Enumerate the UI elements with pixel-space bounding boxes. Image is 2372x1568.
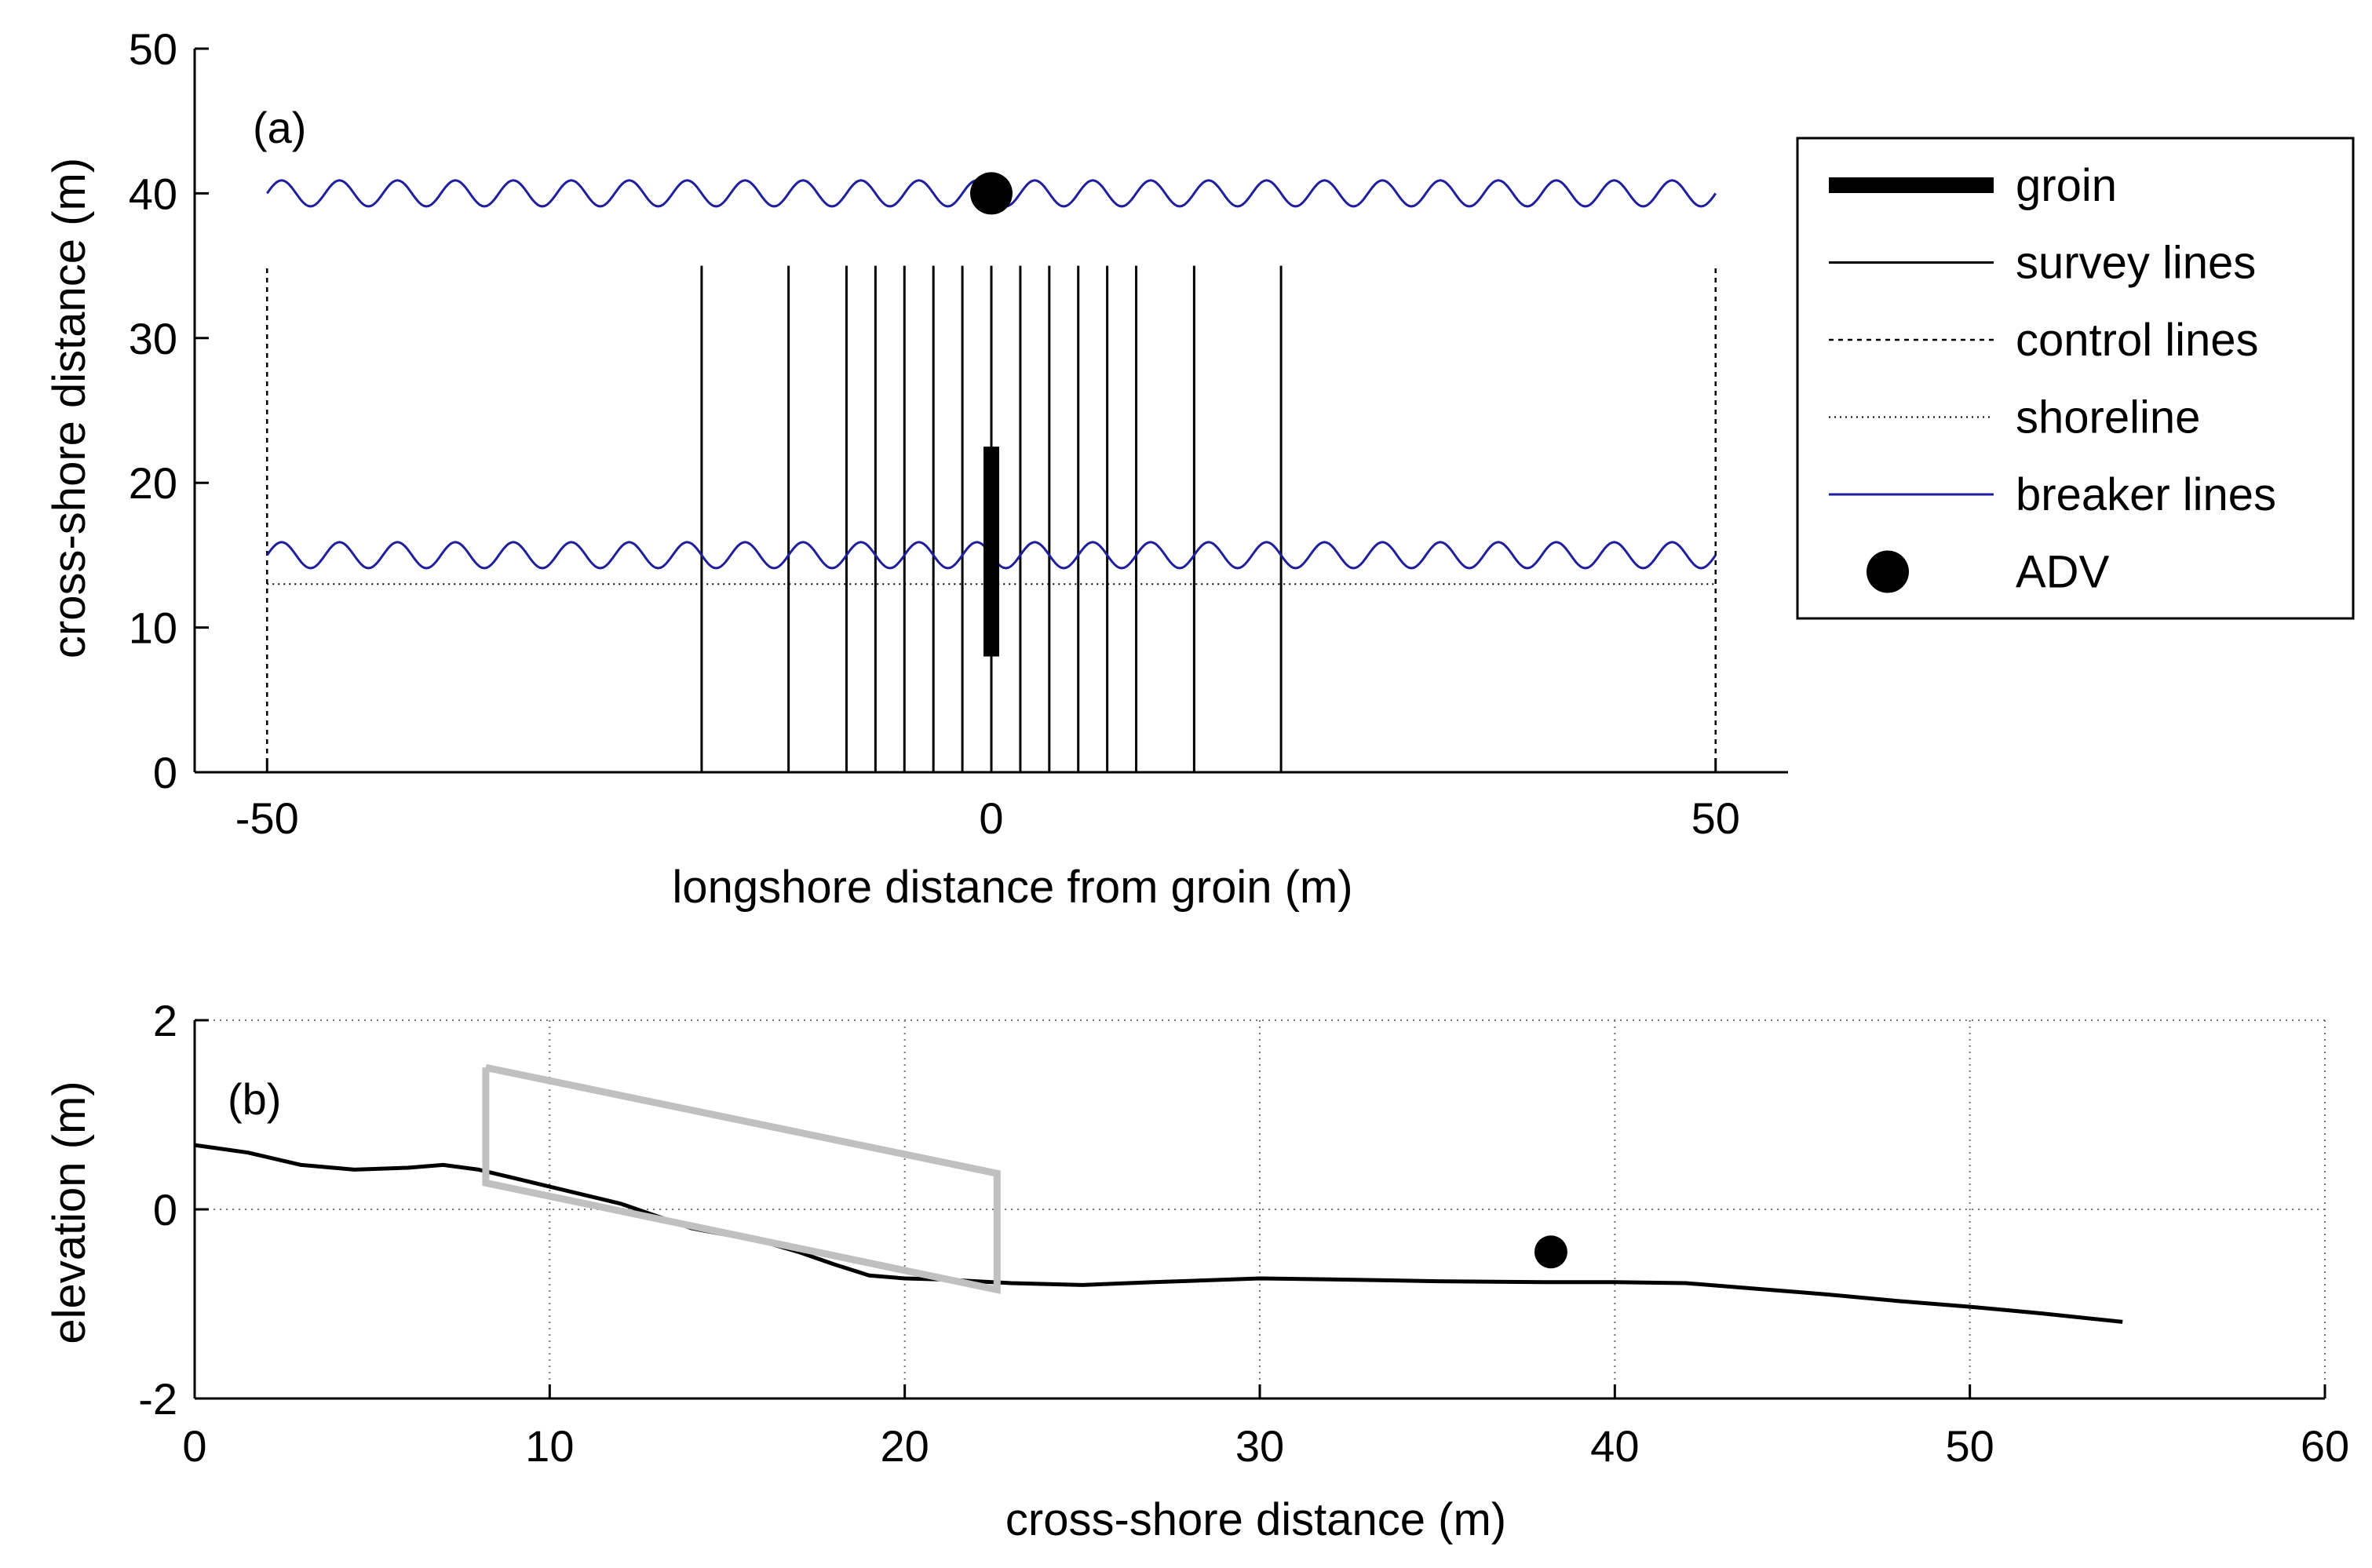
- panel-a-label: (a): [253, 103, 306, 152]
- panel-b-x-tick-label: 20: [881, 1421, 929, 1471]
- panel-a-y-axis-label: cross-shore distance (m): [44, 158, 95, 658]
- adv-marker: [1534, 1235, 1567, 1269]
- panel-a-y-tick-label: 40: [129, 169, 177, 218]
- panel-a: -50 0 50 0 10 20 30 40 50 (a) longshore distance…: [44, 24, 1788, 913]
- elevation-profile: [194, 1143, 2123, 1324]
- panel-b-y-tick-label: -2: [138, 1374, 177, 1424]
- panel-a-y-tick-label: 20: [129, 458, 177, 508]
- panel-b-ticks: 0 10 20 30 40 50 60-202: [138, 996, 2349, 1471]
- legend-items: groin survey lines control lines shoreline b…: [1829, 160, 2276, 598]
- legend: groin survey lines control lines shoreline b…: [1796, 137, 2355, 620]
- legend-box: [1796, 137, 2355, 620]
- panel-a-x-tick-label: 0: [979, 793, 1003, 843]
- panel-b-x-tick-label: 40: [1590, 1421, 1639, 1471]
- panel-b-x-axis-label: cross-shore distance (m): [1005, 1494, 1506, 1545]
- legend-label-breaker-lines: breaker lines: [2016, 469, 2276, 520]
- legend-label-shoreline: shoreline: [2016, 392, 2200, 443]
- legend-label-survey-lines: survey lines: [2016, 238, 2256, 289]
- panel-a-marks: [266, 172, 1717, 772]
- panel-b-y-axis-label: elevation (m): [44, 1081, 95, 1344]
- structure-outline: [482, 1063, 1001, 1294]
- panel-a-y-tick-label: 30: [129, 314, 177, 363]
- panel-b: 0 10 20 30 40 50 60-202 (b) cross-shore distan…: [44, 996, 2349, 1545]
- panel-a-y-tick-label: 50: [129, 24, 177, 74]
- panel-b-y-tick-label: 2: [153, 996, 177, 1045]
- panel-a-ticks: -50 0 50 0 10 20 30 40 50: [129, 24, 1740, 843]
- adv-marker: [970, 172, 1013, 215]
- panel-a-y-tick-label: 0: [153, 748, 177, 797]
- panel-b-x-tick-label: 10: [525, 1421, 574, 1471]
- panel-b-x-tick-label: 60: [2301, 1421, 2349, 1471]
- panel-a-y-tick-label: 10: [129, 603, 177, 653]
- panel-a-x-tick-label: -50: [235, 793, 299, 843]
- panel-b-label: (b): [228, 1074, 281, 1124]
- legend-label-ADV: ADV: [2016, 547, 2110, 598]
- panel-b-marks: [194, 1063, 2123, 1324]
- legend-label-groin: groin: [2016, 160, 2117, 211]
- panel-b-y-tick-label: 0: [153, 1185, 177, 1234]
- legend-label-control-lines: control lines: [2016, 315, 2258, 366]
- panel-a-x-tick-label: 50: [1691, 793, 1740, 843]
- panel-b-x-tick-label: 50: [1946, 1421, 1994, 1471]
- legend-swatch-ADV: [1867, 550, 1909, 593]
- panel-b-x-tick-label: 30: [1235, 1421, 1284, 1471]
- panel-a-x-axis-label: longshore distance from groin (m): [672, 862, 1352, 913]
- panel-b-x-tick-label: 0: [182, 1421, 206, 1471]
